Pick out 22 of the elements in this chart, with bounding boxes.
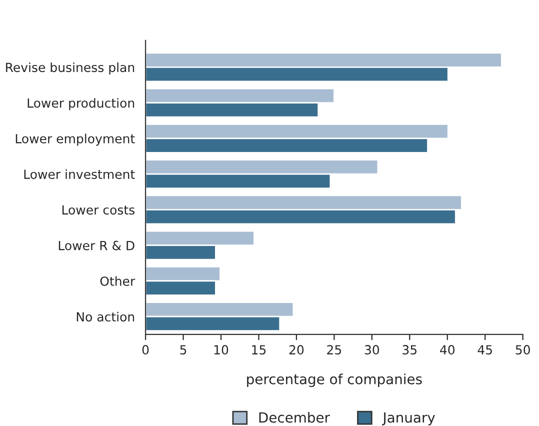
x-tick-label: 5 <box>180 345 186 354</box>
x-tick-label: 50 <box>516 345 530 354</box>
x-tick-label: 15 <box>252 345 266 354</box>
x-axis-title: percentage of companies <box>247 374 422 388</box>
x-tick-label: 20 <box>289 345 304 354</box>
y-tick-label: No action <box>76 312 134 322</box>
y-tick-label: Lower costs <box>62 205 135 215</box>
x-tick-label: 30 <box>364 345 380 354</box>
x-tick-label: 0 <box>142 345 149 354</box>
y-tick-label: Lower production <box>28 98 134 110</box>
legend-label: December <box>259 412 330 423</box>
legend-label: January <box>382 412 435 426</box>
x-tick-label: 45 <box>478 345 492 354</box>
y-tick-label: Revise business plan <box>6 62 134 75</box>
x-tick-label: 10 <box>214 345 228 354</box>
y-tick-label: Lower investment <box>24 169 135 180</box>
x-tick-label: 40 <box>440 345 454 354</box>
y-tick-label: Other <box>100 276 136 286</box>
y-tick-label: Lower R & D <box>58 240 134 250</box>
x-tick-label: 25 <box>327 345 342 354</box>
x-tick-label: 35 <box>402 345 416 354</box>
y-tick-label: Lower employment <box>16 134 135 146</box>
